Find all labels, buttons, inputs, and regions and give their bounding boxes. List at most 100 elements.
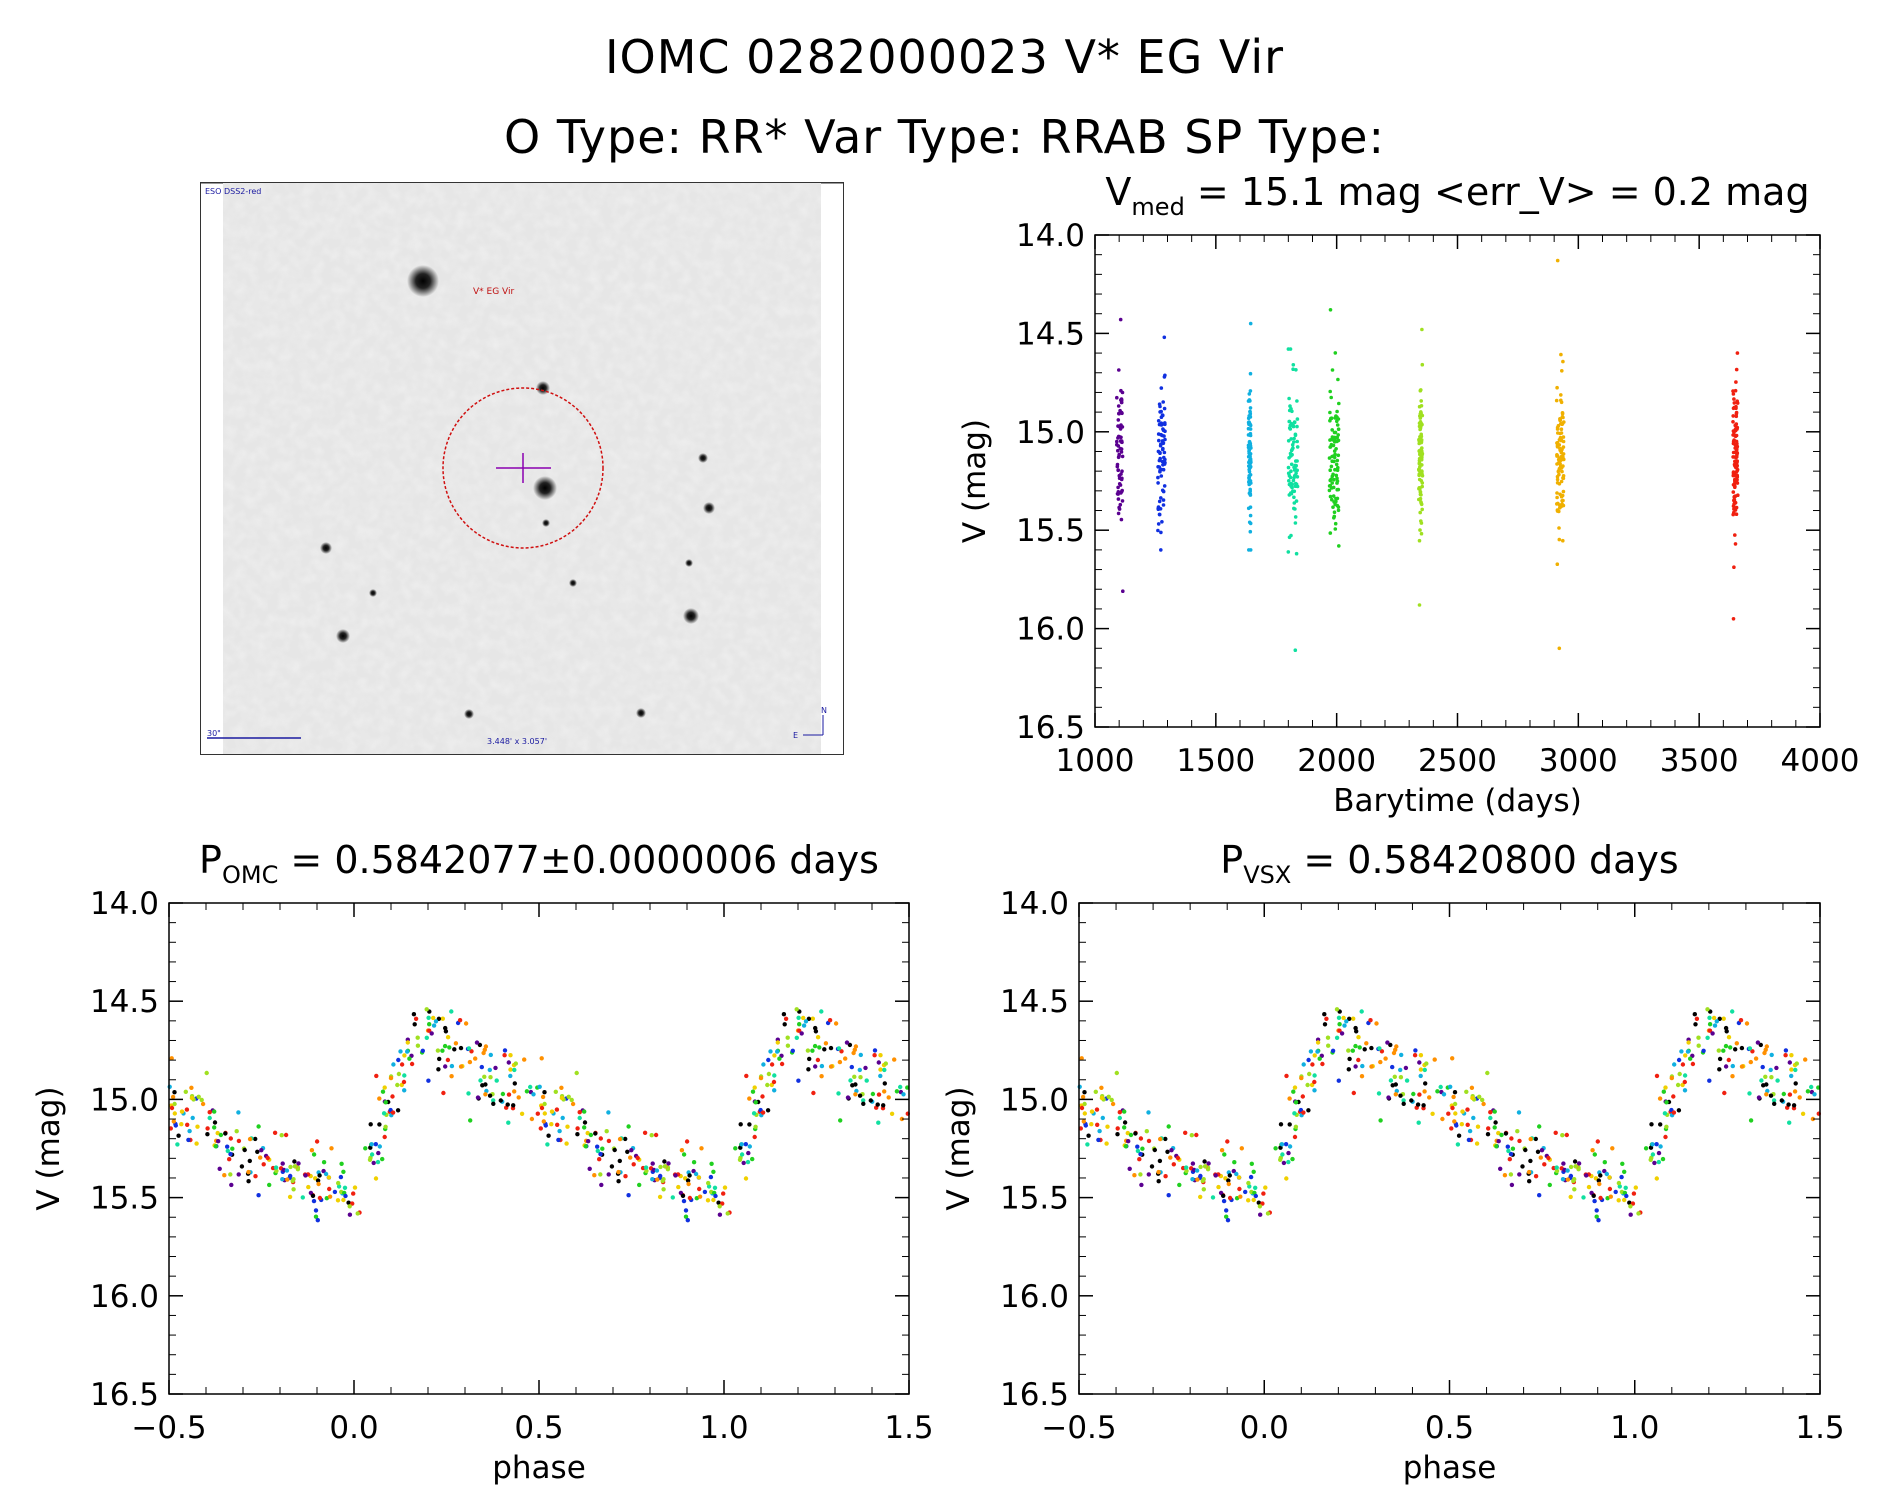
data-point — [1561, 538, 1565, 543]
data-point — [1466, 1137, 1472, 1143]
data-point — [1213, 1173, 1218, 1178]
data-point — [702, 1189, 708, 1195]
data-point — [253, 1174, 258, 1179]
data-point — [1446, 1111, 1451, 1116]
data-point — [1564, 1132, 1570, 1138]
data-point — [1248, 433, 1253, 438]
data-point — [1200, 1178, 1206, 1184]
data-point — [1810, 1116, 1816, 1122]
data-point — [1279, 1142, 1285, 1147]
data-point — [1239, 1146, 1245, 1151]
data-point — [696, 1175, 702, 1180]
data-point — [1328, 410, 1332, 415]
data-point — [828, 1045, 834, 1051]
data-point — [1198, 1194, 1203, 1200]
x-axis-label: Barytime (days) — [1333, 783, 1582, 819]
data-point — [1586, 1184, 1592, 1190]
data-point — [1247, 414, 1251, 418]
data-point — [1169, 1148, 1174, 1153]
data-point — [1721, 1016, 1726, 1021]
data-point — [1378, 1059, 1383, 1065]
data-point — [1557, 460, 1561, 465]
data-point — [1456, 1133, 1462, 1138]
data-point — [1781, 1091, 1787, 1097]
data-point — [1648, 1145, 1654, 1150]
data-point — [1246, 506, 1251, 511]
data-point — [1682, 1073, 1688, 1078]
data-point — [1467, 1128, 1473, 1134]
data-point — [785, 1043, 791, 1048]
data-point — [1422, 1089, 1427, 1094]
data-point — [1328, 478, 1332, 483]
data-point — [662, 1164, 668, 1169]
data-point — [1160, 488, 1165, 493]
data-point — [1198, 1164, 1203, 1170]
data-point — [215, 1130, 220, 1136]
data-point — [1335, 458, 1340, 463]
data-point — [415, 1043, 421, 1048]
data-point — [680, 1193, 686, 1199]
data-point — [482, 1074, 487, 1080]
data-point — [1263, 1185, 1268, 1190]
data-point — [1723, 1025, 1729, 1031]
y-tick-label: 14.0 — [1016, 218, 1085, 254]
data-point — [761, 1062, 766, 1067]
data-point — [1117, 1110, 1123, 1115]
data-point — [1557, 646, 1562, 651]
data-point — [853, 1092, 858, 1097]
data-point — [593, 1131, 598, 1136]
data-point — [817, 1045, 822, 1050]
finder-stars — [320, 265, 715, 719]
data-point — [1734, 380, 1738, 384]
y-tick-label: 14.5 — [90, 984, 159, 1020]
data-point — [901, 1092, 906, 1097]
data-point — [1337, 1021, 1342, 1027]
data-point — [440, 1016, 445, 1021]
data-point — [1707, 1021, 1713, 1027]
data-point — [1596, 1218, 1601, 1223]
data-point — [200, 1101, 206, 1107]
data-point — [853, 1044, 859, 1049]
data-point — [858, 1052, 863, 1058]
data-point — [1138, 1151, 1143, 1157]
data-point — [1450, 1056, 1455, 1061]
data-point — [1330, 459, 1334, 464]
data-point — [738, 1145, 743, 1150]
data-point — [1210, 1195, 1216, 1200]
data-point — [1221, 1193, 1226, 1199]
data-point — [1774, 1065, 1779, 1071]
data-point — [1161, 446, 1165, 451]
data-point — [670, 1195, 675, 1200]
data-point — [539, 1056, 544, 1061]
data-point — [1133, 1131, 1138, 1136]
target-label: V* EG Vir — [473, 287, 514, 297]
data-point — [1331, 443, 1336, 448]
data-point — [1333, 351, 1338, 355]
data-point — [1418, 489, 1423, 494]
data-point — [1432, 1057, 1437, 1062]
data-point — [1327, 456, 1332, 460]
star-mark — [336, 629, 350, 643]
data-point — [1144, 1129, 1150, 1134]
data-point — [1452, 1101, 1458, 1107]
data-point — [1809, 1084, 1814, 1090]
data-point — [790, 1048, 795, 1054]
data-point — [654, 1168, 660, 1173]
data-point — [1293, 1124, 1299, 1130]
data-point — [1163, 421, 1167, 425]
data-point — [230, 1146, 235, 1151]
data-point — [1119, 517, 1124, 522]
data-point — [1623, 1185, 1628, 1191]
data-point — [236, 1110, 241, 1115]
data-point — [827, 1018, 833, 1023]
data-point — [1162, 335, 1167, 340]
data-point — [1789, 1073, 1794, 1079]
data-point — [1385, 1040, 1390, 1045]
data-point — [1735, 473, 1739, 478]
data-point — [1287, 1144, 1293, 1149]
data-point — [1221, 1198, 1227, 1204]
data-point — [766, 1071, 772, 1077]
data-point — [1293, 481, 1298, 486]
data-point — [609, 1164, 615, 1169]
data-point — [390, 1110, 396, 1115]
